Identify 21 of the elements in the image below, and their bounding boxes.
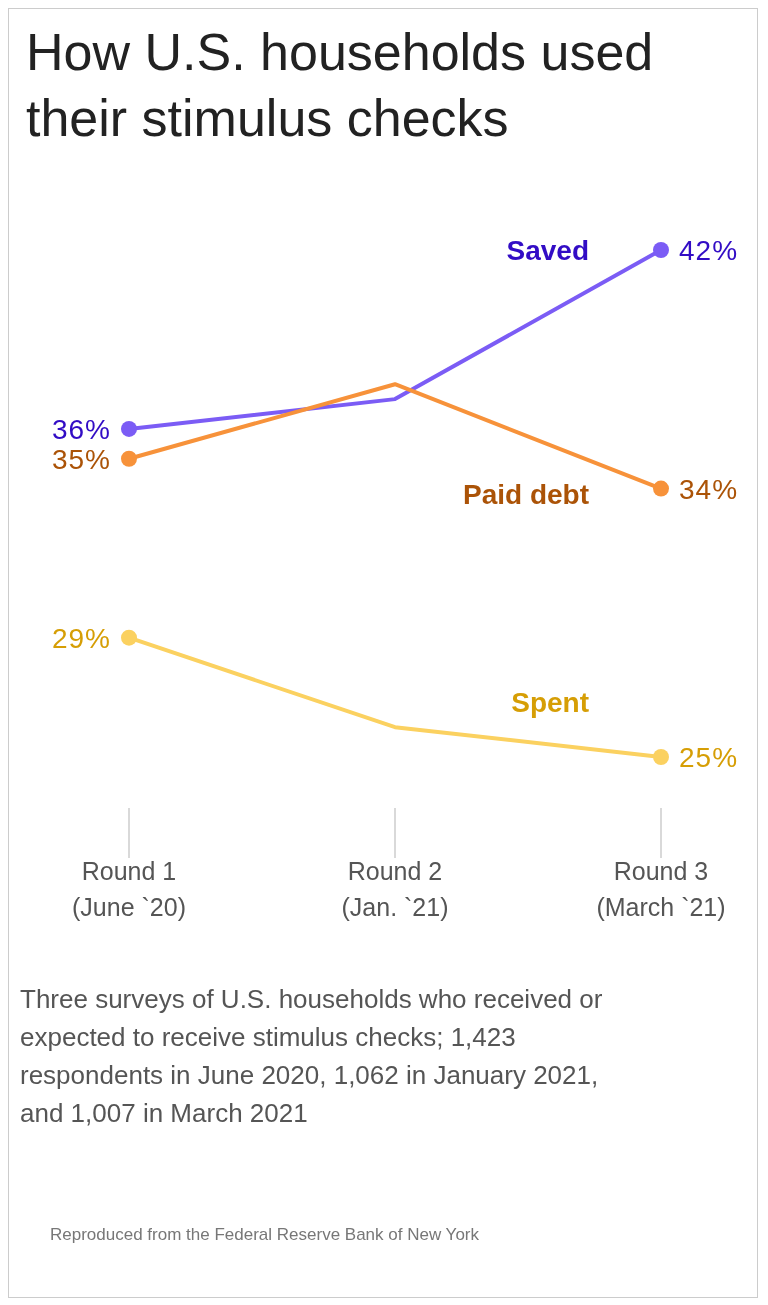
x-tick-label: Round 1 (June `20) (72, 857, 186, 921)
data-label: 29% (51, 622, 111, 654)
data-label: 34% (679, 473, 739, 505)
data-label: 25% (679, 742, 739, 773)
data-label: 36% (51, 413, 111, 445)
point (121, 450, 137, 467)
point (653, 749, 669, 765)
x-tick-label: Round 2 (Jan. `21) (341, 857, 449, 921)
x-tick-label: Round 3 (March `21) (596, 857, 726, 921)
chart-title: How U.S. households used their stimulus checks (26, 23, 654, 147)
point (121, 629, 137, 646)
series-label: Paid debt (462, 478, 589, 510)
point (121, 420, 137, 437)
series-label: Saved (506, 235, 589, 266)
point (653, 242, 669, 258)
data-label: 35% (51, 443, 111, 475)
text: Three surveys of U.S. households who received or expected to receive stimulus checks; 1,423 respondents in June 2020, 1,062 in January 2021, and 1,007 in March 2021 (20, 984, 603, 1128)
data-label: 42% (679, 235, 739, 266)
point (653, 480, 669, 497)
text: Reproduced from the Federal Reserve Bank of New York (50, 1225, 480, 1244)
series-label: Spent (511, 687, 589, 718)
